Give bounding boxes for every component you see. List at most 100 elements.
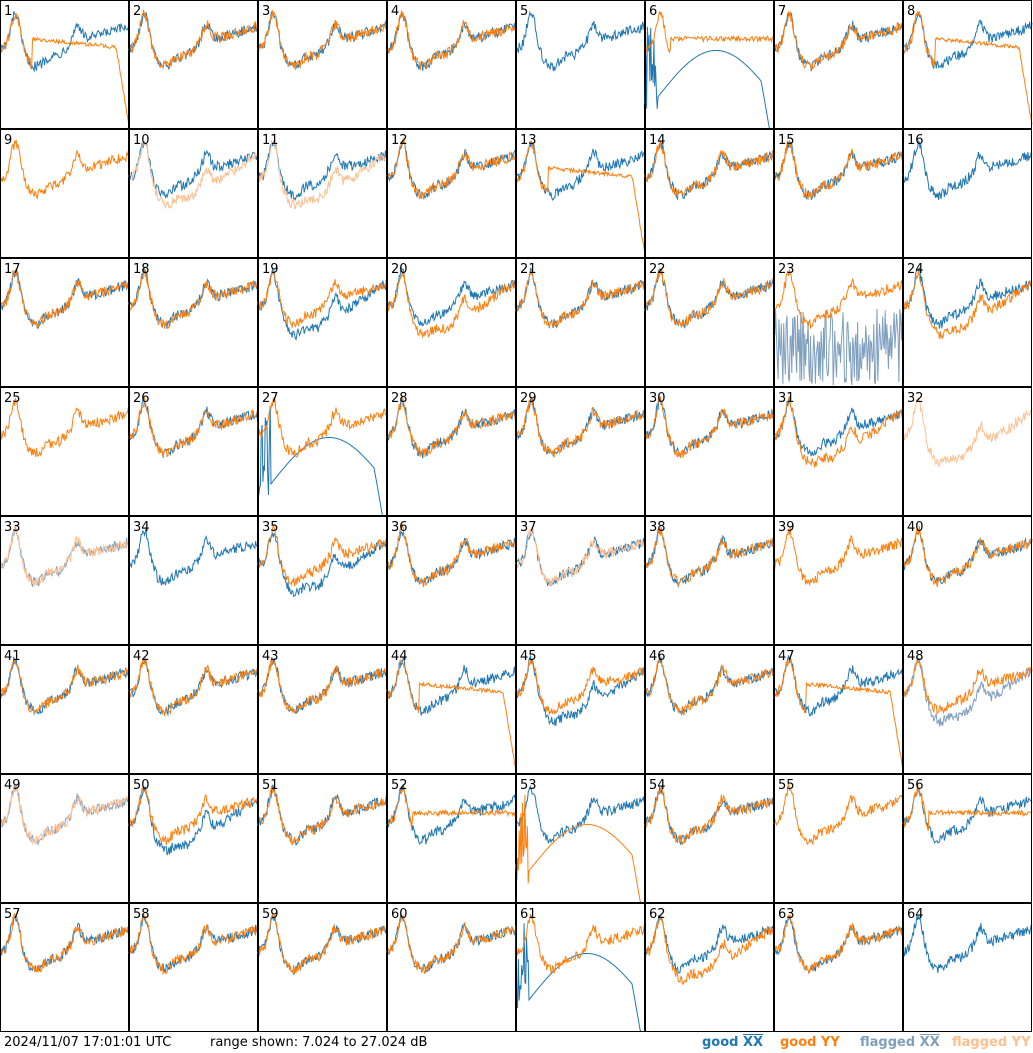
series-yy-panel-6 [644,11,775,54]
panel-frame [645,645,774,774]
panel-frame [774,387,903,516]
panel-37: 37 [515,516,646,645]
panel-62: 62 [644,903,775,1032]
series-xx-panel-28 [386,396,517,459]
panel-63: 63 [773,903,904,1032]
panel-frame [903,645,1032,774]
series-xx-panel-21 [515,267,646,329]
panel-frame [129,516,258,645]
series-xx-panel-24 [902,267,1033,329]
series-yy-panel-9 [0,139,130,201]
panel-35: 35 [257,516,388,645]
panel-frame [774,774,903,903]
panel-number: 7 [778,4,786,19]
panel-61: 61 [515,903,646,1032]
panel-number: 47 [778,649,795,664]
panel-frame [774,903,903,1032]
panel-number: 27 [262,391,279,406]
series-xx-panel-2 [128,12,259,71]
panel-number: 44 [391,649,408,664]
series-yy-panel-50 [128,787,259,846]
panel-frame [0,387,129,516]
panel-frame [516,645,645,774]
series-yy-panel-11 [257,140,388,209]
panel-21: 21 [515,258,646,387]
panel-frame [516,387,645,516]
panel-47: 47 [773,645,904,774]
panel-44: 44 [386,645,517,774]
panel-frame [0,903,129,1032]
panel-number: 52 [391,778,408,793]
series-yy-panel-59 [257,913,388,974]
panel-frame [903,903,1032,1032]
panel-number: 25 [4,391,21,406]
panel-53: 53 [515,774,646,904]
panel-frame [903,387,1032,516]
panel-number: 17 [4,262,21,277]
series-yy-panel-40 [902,525,1033,587]
panel-49: 49 [0,774,130,903]
legend-yy-label: YY [1011,1035,1031,1050]
range-label: range shown: [210,1035,299,1050]
panel-64: 64 [902,903,1033,1032]
panel-frame [387,903,516,1032]
panel-frame [645,258,774,387]
panel-24: 24 [902,258,1033,387]
series-yy-panel-60 [386,914,517,974]
panel-number: 13 [520,133,537,148]
panel-27: 27 [257,387,388,517]
panel-51: 51 [257,774,388,903]
series-xx-panel-3 [257,10,388,70]
series-xx-panel-45 [515,655,646,727]
legend-good-label: good [702,1035,743,1050]
panel-18: 18 [128,258,259,387]
panel-41: 41 [0,645,130,774]
series-yy-panel-29 [515,396,646,458]
panel-frame [129,645,258,774]
panel-number: 23 [778,262,795,277]
panel-frame [516,774,645,903]
panel-20: 20 [386,258,517,387]
series-yy-panel-45 [515,659,646,715]
panel-frame [774,0,903,129]
panel-frame [645,129,774,258]
panel-number: 61 [520,907,537,922]
panel-number: 2 [133,4,141,19]
panel-frame [258,258,387,387]
panel-31: 31 [773,387,904,516]
panel-17: 17 [0,258,130,387]
panel-number: 37 [520,520,537,535]
panel-number: 40 [907,520,924,535]
panel-frame [129,129,258,258]
panel-frame [129,387,258,516]
panel-2: 2 [128,0,259,129]
series-xx-panel-59 [257,916,388,975]
series-yy-panel-31 [773,397,904,468]
series-yy-panel-19 [257,270,388,328]
panel-number: 51 [262,778,279,793]
series-xx-panel-5 [515,10,646,72]
legend-flagged-yy: flagged YY [952,1035,1031,1050]
panel-52: 52 [386,774,517,903]
panel-number: 26 [133,391,150,406]
legend-flagged-xx: flagged XX [860,1035,940,1050]
panel-frame [387,645,516,774]
series-yy-panel-53 [515,794,645,904]
series-yy-panel-42 [128,658,259,717]
series-xx-panel-53 [515,785,646,844]
panel-23: 23 [773,258,904,387]
series-yy-panel-21 [515,269,646,329]
series-yy-panel-26 [128,397,259,458]
panel-number: 32 [907,391,924,406]
series-xx-panel-19 [257,268,388,341]
panel-36: 36 [386,516,517,645]
series-yy-panel-10 [128,139,259,210]
panel-number: 22 [649,262,666,277]
panel-frame [129,774,258,903]
panel-number: 14 [649,133,666,148]
panel-frame [0,0,129,129]
series-yy-panel-58 [128,913,259,976]
panel-frame [129,903,258,1032]
panel-frame [387,516,516,645]
panel-number: 20 [391,262,408,277]
